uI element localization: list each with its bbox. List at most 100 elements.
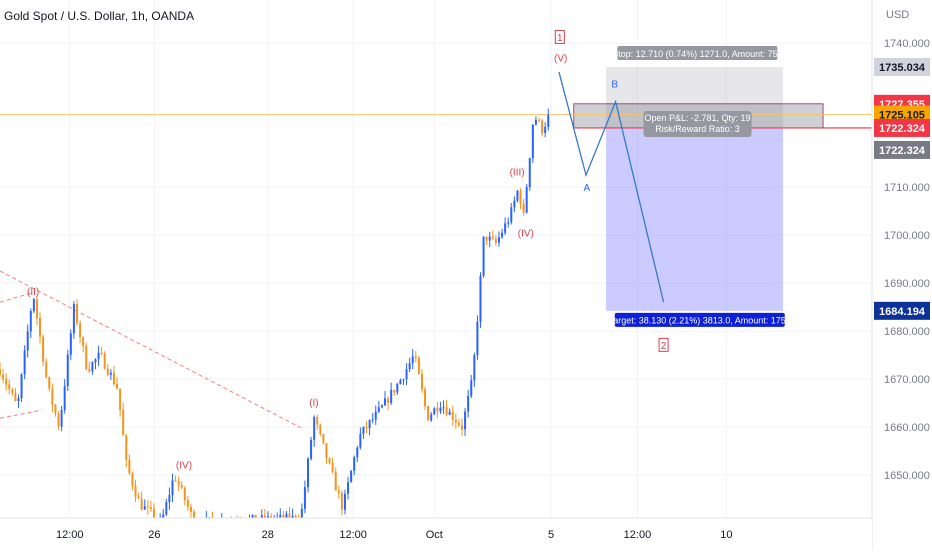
candle [519, 188, 522, 209]
candle [457, 419, 460, 428]
candle-body [427, 406, 430, 421]
price-badge-label: 1725.105 [879, 110, 925, 122]
candle-body [94, 359, 97, 363]
candle [57, 410, 60, 430]
candle-body [340, 492, 343, 510]
candle [371, 413, 374, 424]
candle [343, 489, 346, 515]
drawings [0, 71, 665, 429]
candle [365, 420, 368, 434]
candle [337, 485, 340, 499]
time-axis-bg [0, 518, 872, 550]
candle [430, 411, 433, 422]
candle [303, 480, 306, 514]
candle-body [479, 275, 482, 322]
candle [393, 389, 396, 397]
candle [427, 405, 430, 421]
candle-body [547, 114, 550, 127]
price-badge-label: 1722.324 [879, 145, 926, 157]
price-tick-label: 1660.000 [884, 422, 930, 434]
candle-body [350, 470, 353, 483]
candle [149, 501, 152, 513]
candle [171, 473, 174, 503]
candle [473, 352, 476, 387]
candle [467, 389, 470, 418]
candle-body [384, 398, 386, 406]
candle [106, 363, 109, 377]
candle [20, 373, 23, 403]
price-tick-label: 1680.000 [884, 326, 930, 338]
candle [538, 117, 540, 123]
candle-body [2, 374, 5, 380]
pnl-label-1: Open P&L: -2.781, Qty: 19 [645, 113, 751, 123]
candle-body [504, 223, 507, 233]
candle [433, 407, 436, 415]
candle [448, 408, 451, 416]
candle [79, 320, 82, 344]
candle-body [5, 379, 8, 385]
candle-body [371, 419, 374, 421]
candle [140, 491, 143, 511]
candle [513, 196, 516, 213]
channel-line [0, 409, 42, 419]
candle-body [325, 443, 328, 459]
candle-body [109, 372, 112, 375]
time-tick-label: 12:00 [339, 529, 367, 541]
candle-body [516, 190, 519, 201]
candle [494, 235, 497, 246]
candle [82, 336, 85, 353]
candle-body [334, 472, 337, 491]
currency-label: USD [886, 9, 910, 21]
candle [165, 498, 168, 516]
wave-label: (III) [510, 168, 525, 179]
candle [516, 189, 519, 203]
candle [45, 358, 48, 379]
candle-body [362, 426, 365, 434]
trendline [0, 270, 302, 429]
wave-label: (I) [309, 398, 318, 409]
candle-body [390, 389, 393, 403]
candle [177, 476, 180, 491]
candle-body [45, 361, 48, 378]
candle [88, 361, 91, 374]
candle-body [377, 407, 380, 412]
candle [497, 231, 500, 247]
candle-body [544, 126, 547, 133]
price-badge-label: 1684.194 [879, 306, 926, 318]
position-tool [0, 66, 872, 311]
candle-body [525, 187, 528, 213]
candle [399, 378, 402, 385]
candle-body [91, 362, 94, 372]
candle [183, 486, 186, 506]
candle-body [63, 386, 66, 411]
candle-body [35, 299, 38, 319]
time-axis: 12:00 26 28 12:00 Oct 5 12:00 10 [0, 517, 872, 550]
candle-body [125, 435, 128, 460]
candle [72, 300, 75, 339]
candle [307, 456, 309, 493]
candle-body [72, 303, 75, 334]
candle-body [60, 410, 63, 427]
candle [417, 356, 420, 375]
price-badge [874, 301, 930, 320]
candle [525, 184, 528, 214]
candle [488, 231, 491, 248]
candle [359, 427, 362, 450]
candle-body [497, 237, 500, 243]
candle [528, 157, 531, 191]
candle-body [356, 447, 359, 458]
candle [39, 312, 42, 344]
candle [11, 387, 14, 396]
candle [103, 351, 106, 370]
candle-body [507, 222, 510, 224]
channel-line [0, 292, 34, 303]
candle [454, 413, 457, 429]
candle [14, 387, 17, 402]
candle [5, 373, 8, 391]
candle [544, 122, 547, 138]
wave-box-label: 2 [661, 341, 667, 352]
candle [76, 299, 78, 327]
candle [186, 495, 189, 511]
